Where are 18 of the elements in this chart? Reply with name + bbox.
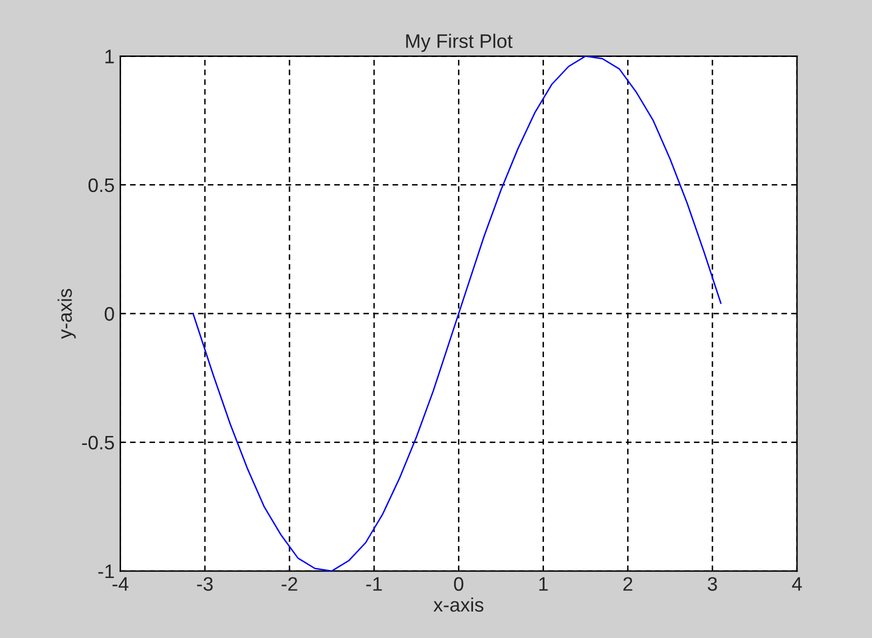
chart-title: My First Plot: [406, 34, 513, 52]
x-tick-label: -3: [197, 577, 213, 591]
y-tick-label: 0: [104, 307, 114, 321]
x-tick-label: 1: [539, 577, 548, 591]
y-tick-label: -1: [98, 564, 114, 578]
y-tick-label: -0.5: [82, 436, 114, 450]
x-tick-label: 3: [708, 577, 717, 591]
y-tick-label: 0.5: [88, 178, 114, 192]
y-axis-title: y-axis: [58, 288, 76, 339]
x-tick-label: 2: [623, 577, 632, 591]
x-axis-title: x-axis: [434, 597, 484, 612]
line-series: [192, 56, 722, 572]
x-tick-label: -2: [282, 577, 298, 591]
x-tick-label: -1: [366, 577, 382, 591]
x-tick-label: 0: [454, 577, 464, 591]
y-tick-label: 1: [105, 50, 114, 64]
x-tick-label: -4: [112, 577, 128, 591]
x-tick-label: 4: [792, 577, 802, 591]
